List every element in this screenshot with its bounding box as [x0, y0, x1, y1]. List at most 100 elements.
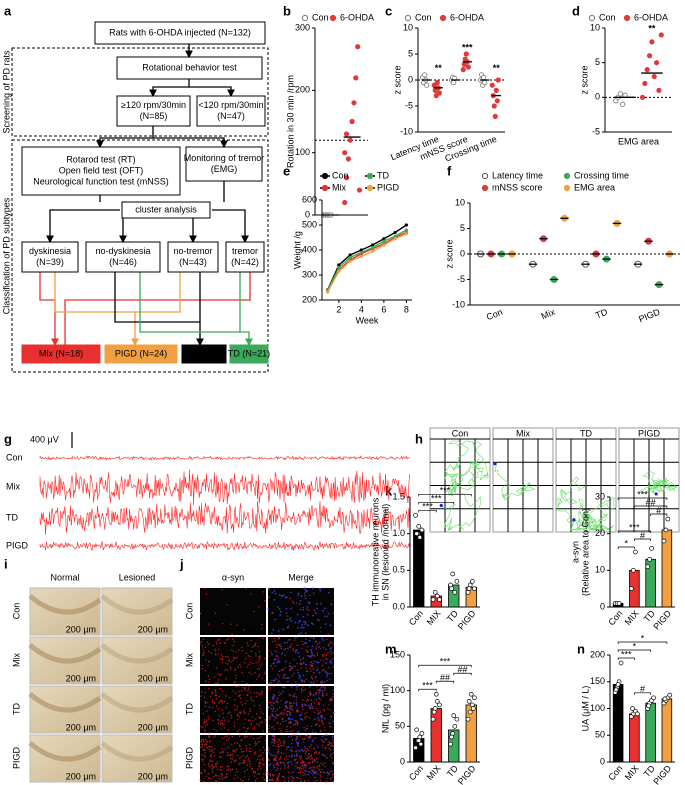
if-nucleus	[290, 708, 293, 710]
if-signal	[278, 739, 281, 741]
if-signal	[309, 594, 311, 597]
if-nucleus	[297, 592, 300, 595]
if-signal	[252, 700, 255, 702]
if-signal	[226, 776, 228, 778]
if-signal	[300, 761, 302, 764]
data-point	[618, 660, 624, 666]
if-signal	[293, 659, 295, 661]
data-point	[418, 741, 424, 747]
if-nucleus	[276, 708, 279, 711]
if-signal	[236, 656, 238, 658]
if-signal	[210, 695, 212, 697]
if-signal	[317, 773, 319, 775]
if-signal	[201, 754, 203, 756]
significance-label: **	[493, 63, 501, 73]
if-signal	[324, 729, 326, 732]
if-signal	[273, 742, 276, 744]
flow-arrow	[153, 137, 228, 149]
scale-label: 50 μm	[237, 624, 262, 634]
data-point	[430, 597, 436, 603]
if-signal	[238, 649, 240, 651]
if-signal	[222, 778, 224, 780]
if-signal	[278, 691, 280, 693]
if-signal	[276, 763, 278, 766]
y-tick-label: 0	[305, 209, 310, 219]
if-signal	[293, 759, 295, 761]
significance-bracket	[617, 497, 668, 500]
if-signal	[284, 674, 287, 676]
if-signal	[294, 734, 297, 736]
if-signal	[224, 748, 227, 750]
if-signal	[215, 780, 217, 783]
if-signal	[206, 719, 208, 721]
if-nucleus	[292, 694, 294, 697]
y-tick-label: 10	[403, 22, 413, 32]
if-signal	[306, 651, 309, 653]
if-nucleus	[270, 704, 273, 707]
if-nucleus	[329, 659, 332, 662]
if-signal	[272, 779, 274, 782]
if-signal	[292, 649, 295, 652]
if-nucleus	[282, 628, 285, 631]
if-signal	[321, 664, 324, 666]
if-signal	[242, 750, 245, 753]
if-signal	[285, 713, 288, 715]
if-signal	[211, 764, 213, 766]
if-signal	[307, 650, 309, 652]
histology-tissue	[28, 741, 102, 762]
scale-label: 200 μm	[66, 624, 96, 634]
if-signal	[206, 740, 208, 742]
if-signal	[332, 737, 334, 739]
y-axis-label: z score	[444, 239, 454, 268]
if-nucleus	[322, 639, 325, 642]
histology-image	[101, 636, 173, 685]
series-marker	[393, 237, 397, 241]
if-signal	[315, 691, 318, 694]
if-nucleus	[277, 659, 280, 662]
data-point	[422, 72, 428, 78]
if-nucleus	[296, 685, 298, 688]
if-signal	[252, 737, 255, 740]
if-nucleus	[325, 675, 328, 678]
if-signal	[268, 724, 271, 727]
if-nucleus	[301, 703, 304, 706]
if-signal	[216, 781, 219, 783]
if-signal	[319, 778, 321, 780]
if-nucleus	[316, 607, 318, 610]
if-signal	[211, 765, 214, 767]
if-signal	[240, 701, 242, 703]
if-signal	[293, 639, 296, 642]
if-signal	[328, 643, 330, 645]
data-point	[413, 745, 418, 751]
flow-node-text: Rotarod test (RT)	[66, 154, 135, 164]
if-nucleus	[272, 774, 275, 777]
if-signal	[303, 680, 305, 682]
x-tick-label: 2	[336, 304, 341, 314]
if-signal	[214, 648, 216, 651]
if-signal	[303, 741, 305, 743]
if-signal	[309, 734, 312, 737]
data-point	[617, 91, 624, 97]
if-signal	[249, 708, 251, 710]
if-nucleus	[305, 734, 307, 737]
if-signal	[236, 624, 238, 627]
if-signal	[253, 704, 256, 707]
if-signal	[320, 676, 323, 678]
if-nucleus	[284, 596, 287, 599]
if-signal	[207, 681, 209, 683]
if-signal	[211, 767, 213, 770]
histology-image	[101, 734, 173, 783]
if-signal	[328, 672, 331, 675]
if-signal	[322, 654, 324, 656]
if-signal	[201, 743, 203, 746]
if-signal	[245, 756, 247, 758]
if-signal	[303, 764, 305, 766]
if-signal	[291, 675, 293, 677]
open-field-track	[494, 461, 536, 501]
side-label: Classification of PD subtypes	[1, 197, 11, 314]
if-signal	[214, 650, 217, 652]
if-nucleus	[293, 695, 296, 698]
if-nucleus	[274, 759, 277, 762]
if-nucleus	[319, 715, 322, 718]
if-signal	[232, 659, 234, 661]
